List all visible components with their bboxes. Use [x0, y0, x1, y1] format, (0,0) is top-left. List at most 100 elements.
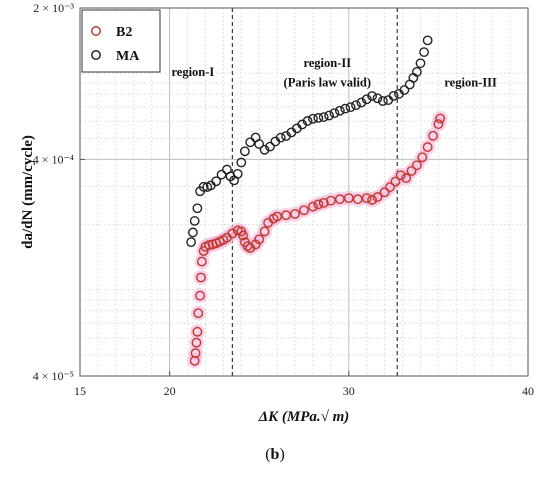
- data-point-b2: [204, 240, 214, 250]
- halo-b2: [190, 305, 206, 321]
- data-point-ma: [186, 237, 197, 248]
- data-point-b2: [272, 211, 283, 222]
- data-point-b2: [308, 201, 318, 212]
- data-point-b2: [361, 193, 372, 204]
- y-tick-label: 4 × 10⁻⁴: [33, 152, 74, 166]
- data-point-ma: [422, 35, 433, 46]
- y-axis-ticks: 4 × 10⁻⁵ 4 × 10⁻⁴ 2 × 10⁻³: [33, 1, 85, 383]
- x-axis-ticks: 15 20 30 40: [74, 371, 534, 398]
- data-point-b2: [192, 326, 203, 337]
- region-label: region-II: [303, 56, 351, 70]
- data-point-b2: [367, 195, 377, 205]
- legend-label-ma: MA: [116, 49, 140, 64]
- data-point-ma: [308, 113, 318, 124]
- plot-frame: [79, 7, 529, 377]
- data-point-ma: [388, 90, 399, 101]
- data-point-b2: [290, 209, 300, 219]
- data-point-ma: [189, 216, 200, 226]
- data-point-b2: [238, 230, 248, 241]
- data-point-ma: [259, 144, 270, 155]
- data-point-b2: [428, 130, 438, 141]
- x-tick-label: 40: [522, 384, 534, 398]
- data-point-b2: [325, 195, 336, 206]
- data-point-b2: [401, 173, 412, 183]
- data-point-ma: [236, 157, 247, 168]
- data-point-ma: [419, 47, 429, 58]
- caption-letter: b: [270, 446, 280, 463]
- data-point-ma: [216, 169, 227, 180]
- data-point-ma: [239, 146, 250, 157]
- data-point-b2: [395, 170, 406, 181]
- data-point-b2: [193, 308, 204, 319]
- legend-marker-b2: [91, 26, 101, 36]
- x-axis-title: ΔK (MPa.√ m): [258, 409, 350, 425]
- region-annotations: region-I region-II (Paris law valid) region…: [171, 56, 497, 89]
- data-point-ma: [351, 100, 361, 111]
- data-point-b2: [190, 348, 201, 359]
- data-point-ma: [367, 91, 377, 101]
- halo-b2: [193, 269, 209, 285]
- halo-b2: [420, 139, 436, 155]
- halo-b2: [188, 335, 204, 351]
- halo-b2: [192, 288, 208, 304]
- data-point-ma: [356, 97, 367, 108]
- region-boundaries: [231, 8, 398, 376]
- data-point-ma: [340, 103, 351, 114]
- data-point-ma: [254, 139, 265, 149]
- data-point-b2: [281, 210, 291, 221]
- x-tick-label: 20: [164, 384, 176, 398]
- data-point-ma: [329, 108, 340, 119]
- data-point-b2: [259, 226, 270, 237]
- data-point-b2: [191, 337, 202, 348]
- data-point-b2: [227, 228, 238, 239]
- caption-close: ): [279, 446, 285, 463]
- data-point-ma: [275, 132, 286, 143]
- legend-box: [81, 9, 161, 73]
- halo-b2: [432, 110, 448, 126]
- data-point-b2: [417, 152, 428, 163]
- data-point-ma: [187, 227, 198, 238]
- data-point-ma: [192, 203, 203, 214]
- data-point-b2: [372, 192, 383, 202]
- caption-open: (: [265, 446, 271, 463]
- data-point-ma: [399, 85, 410, 95]
- halo-b2: [425, 128, 441, 144]
- x-tick-label: 15: [74, 384, 86, 398]
- data-point-ma: [334, 105, 345, 116]
- data-point-ma: [372, 93, 383, 104]
- data-point-b2: [422, 142, 433, 152]
- figure-caption: (b): [0, 446, 550, 464]
- data-point-b2: [390, 176, 401, 187]
- data-point-b2: [411, 160, 422, 171]
- data-point-b2: [379, 187, 390, 198]
- y-axis-title: da/dN (mm/cycle): [20, 135, 36, 249]
- data-point-ma: [324, 110, 334, 121]
- y-tick-label: 4 × 10⁻⁵: [33, 369, 74, 383]
- data-point-b2: [406, 165, 417, 176]
- series-b2: [187, 110, 448, 369]
- series-layer: [186, 35, 448, 369]
- data-point-ma: [232, 168, 243, 179]
- data-point-ma: [198, 181, 209, 192]
- data-point-ma: [318, 112, 329, 123]
- data-point-b2: [435, 113, 446, 124]
- halo-b2: [189, 324, 205, 340]
- y-tick-label: 2 × 10⁻³: [33, 1, 74, 15]
- data-point-b2: [313, 199, 324, 210]
- data-point-b2: [254, 234, 265, 245]
- region-label: region-III: [444, 75, 497, 89]
- chart: 15 20 30 40 4 × 10⁻⁵ 4 × 10⁻⁴ 2 × 10⁻³ region…: [20, 1, 534, 425]
- series-ma: [186, 35, 433, 248]
- data-point-ma: [345, 102, 356, 113]
- data-point-b2: [195, 290, 205, 301]
- legend-marker-ma: [91, 50, 101, 60]
- data-point-ma: [313, 112, 324, 123]
- data-point-ma: [361, 94, 372, 105]
- data-point-b2: [385, 182, 395, 192]
- data-point-b2: [433, 119, 444, 130]
- data-point-ma: [302, 116, 313, 126]
- data-point-ma: [377, 96, 388, 106]
- data-point-ma: [211, 176, 222, 187]
- legend-label-b2: B2: [116, 25, 132, 40]
- data-point-ma: [411, 66, 422, 77]
